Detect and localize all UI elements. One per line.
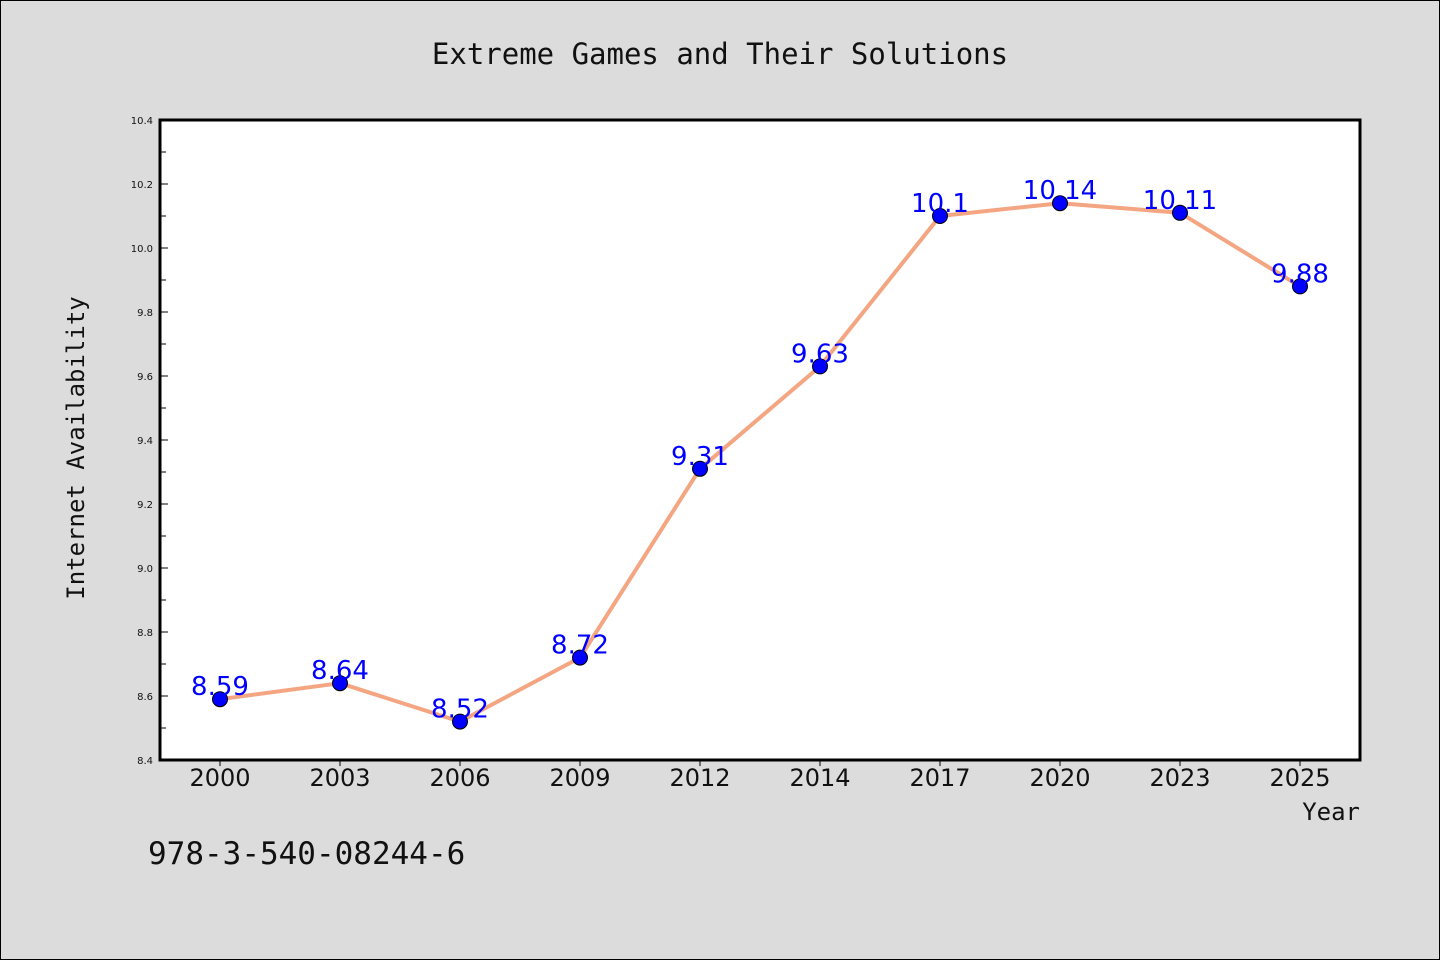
data-label: 9.63 xyxy=(791,339,849,369)
data-point xyxy=(812,358,828,375)
x-tick-label: 2000 xyxy=(189,764,250,792)
data-point xyxy=(932,208,948,224)
y-tick-label: 10.2 xyxy=(131,180,153,191)
y-tick-label: 8.4 xyxy=(137,756,153,767)
data-label: 8.52 xyxy=(431,695,489,725)
plot-area xyxy=(158,118,1362,762)
x-tick-label: 2003 xyxy=(309,764,370,792)
data-label: 8.64 xyxy=(311,656,369,686)
data-label: 10.1 xyxy=(911,189,969,219)
data-label: 8.59 xyxy=(191,672,249,702)
y-tick-label: 8.6 xyxy=(137,692,153,703)
data-point xyxy=(1292,278,1308,295)
y-tick-label: 10.0 xyxy=(131,244,153,255)
data-point xyxy=(452,713,468,730)
data-label: 8.72 xyxy=(551,631,609,661)
data-point xyxy=(572,649,588,666)
data-point xyxy=(332,675,348,692)
y-axis: 8.4 8.6 8.8 9.0 9.2 9.4 9.6 9.8 10.0 10.2 10.4 xyxy=(131,116,168,767)
data-point xyxy=(1052,195,1068,212)
x-tick-label: 2006 xyxy=(429,764,490,792)
x-tick-label: 2020 xyxy=(1029,764,1090,792)
x-tick-label: 2023 xyxy=(1149,764,1210,792)
x-tick-label: 2025 xyxy=(1269,764,1330,792)
data-label: 10.11 xyxy=(1143,186,1217,216)
x-axis-label: Year xyxy=(1302,798,1360,826)
y-tick-label: 9.2 xyxy=(137,500,153,511)
x-axis: 2000 2003 2006 2009 2012 2014 2017 2020 2023 2025 xyxy=(189,760,1331,792)
data-point xyxy=(1172,204,1188,221)
chart-title: Extreme Games and Their Solutions xyxy=(432,37,1008,71)
y-tick-label: 9.4 xyxy=(137,436,153,447)
data-label: 9.31 xyxy=(671,442,729,472)
x-tick-label: 2012 xyxy=(669,764,730,792)
data-point xyxy=(692,460,708,477)
y-tick-label: 10.4 xyxy=(131,116,153,127)
data-label: 9.88 xyxy=(1271,259,1329,289)
y-tick-label: 9.6 xyxy=(137,372,153,383)
y-axis-label: Internet Availability xyxy=(62,296,90,599)
series-layer: 8.59 8.64 8.52 8.72 9.31 9.63 10.1 10.14 10.11 9.… xyxy=(191,176,1329,730)
x-tick-label: 2017 xyxy=(909,764,970,792)
x-tick-label: 2014 xyxy=(789,764,850,792)
data-label: 10.14 xyxy=(1023,176,1097,206)
x-tick-label: 2009 xyxy=(549,764,610,792)
isbn-annotation: 978-3-540-08244-6 xyxy=(148,836,465,872)
data-point xyxy=(212,691,228,708)
y-tick-label: 9.8 xyxy=(137,308,153,319)
y-tick-label: 9.0 xyxy=(137,564,153,575)
y-tick-label: 8.8 xyxy=(137,628,153,639)
series-line xyxy=(218,201,1302,724)
